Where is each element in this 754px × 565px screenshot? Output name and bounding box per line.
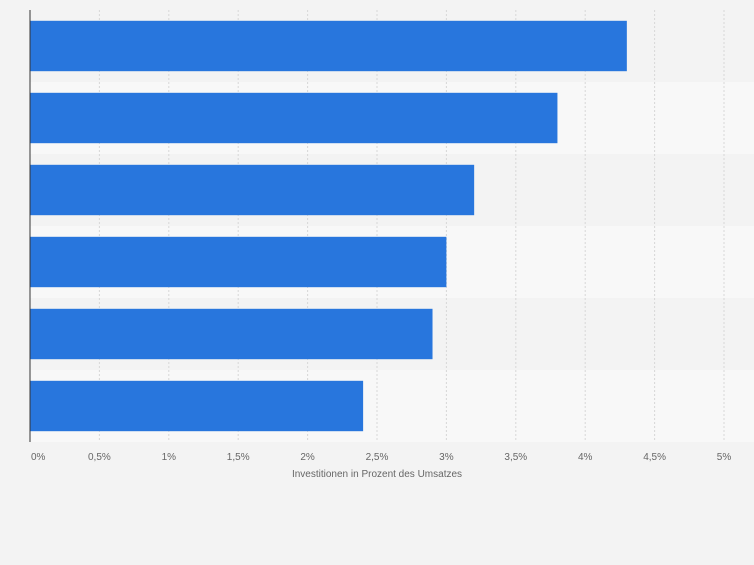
x-tick-label: 2,5% <box>366 452 389 463</box>
x-tick-label: 1% <box>162 452 177 463</box>
x-tick-label: 1,5% <box>227 452 250 463</box>
bar <box>30 308 433 360</box>
row-bands <box>30 10 754 442</box>
x-tick-label: 2% <box>300 452 315 463</box>
x-tick-label: 3,5% <box>504 452 527 463</box>
x-tick-label: 3% <box>439 452 454 463</box>
x-tick-label: 0,5% <box>88 452 111 463</box>
x-tick-label: 4,5% <box>643 452 666 463</box>
bar <box>30 380 364 432</box>
x-tick-label: 5% <box>717 452 732 463</box>
bar <box>30 20 627 72</box>
x-axis-title: Investitionen in Prozent des Umsatzes <box>292 469 462 480</box>
x-tick-labels: 0% 0,5% 1% 1,5% 2% 2,5% 3% 3,5% 4% 4,5% 5% <box>31 452 731 463</box>
bar <box>30 164 475 216</box>
x-tick-label: 4% <box>578 452 593 463</box>
bar <box>30 92 558 144</box>
x-tick-label: 0% <box>31 452 46 463</box>
bar <box>30 236 447 288</box>
bars <box>30 20 627 432</box>
